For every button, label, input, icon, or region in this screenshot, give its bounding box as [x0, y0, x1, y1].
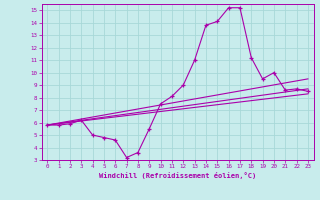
X-axis label: Windchill (Refroidissement éolien,°C): Windchill (Refroidissement éolien,°C) — [99, 172, 256, 179]
